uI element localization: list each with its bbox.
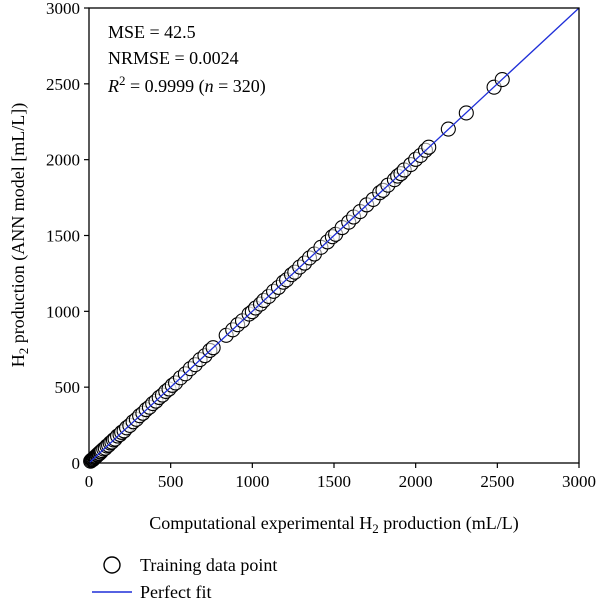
y-tick-label: 2000 [46, 151, 80, 170]
nrmse-text: NRMSE = 0.0024 [108, 48, 239, 68]
y-tick-label: 2500 [46, 75, 80, 94]
perfect-fit-line [88, 7, 580, 464]
stats-annotation: MSE = 42.5 NRMSE = 0.0024 R2 = 0.9999 (n… [107, 22, 266, 97]
legend-label-perfect-fit: Perfect fit [140, 582, 211, 600]
y-tick-label: 1000 [46, 302, 80, 321]
x-tick-label: 500 [158, 472, 184, 491]
x-tick-label: 1000 [235, 472, 269, 491]
x-axis-label: Computational experimental H2 production… [149, 513, 518, 536]
x-tick-label: 3000 [562, 472, 596, 491]
x-axis-ticks: 0 500 1000 1500 2000 2500 3000 [85, 463, 596, 491]
legend-label-training: Training data point [140, 555, 277, 575]
x-tick-label: 2000 [399, 472, 433, 491]
legend: Training data point Perfect fit [92, 555, 277, 600]
x-tick-label: 0 [85, 472, 94, 491]
r2-text: R2 = 0.9999 (n = 320) [107, 73, 266, 97]
y-tick-label: 0 [72, 454, 81, 473]
y-axis-ticks: 0 500 1000 1500 2000 2500 3000 [46, 0, 89, 473]
legend-marker-circle-icon [103, 556, 121, 574]
x-tick-label: 1500 [317, 472, 351, 491]
x-tick-label: 2500 [480, 472, 514, 491]
y-axis-label: H2 production (ANN model [mL/L]) [8, 103, 31, 367]
y-tick-label: 3000 [46, 0, 80, 18]
y-tick-label: 500 [55, 378, 81, 397]
y-tick-label: 1500 [46, 227, 80, 246]
mse-text: MSE = 42.5 [108, 22, 196, 42]
